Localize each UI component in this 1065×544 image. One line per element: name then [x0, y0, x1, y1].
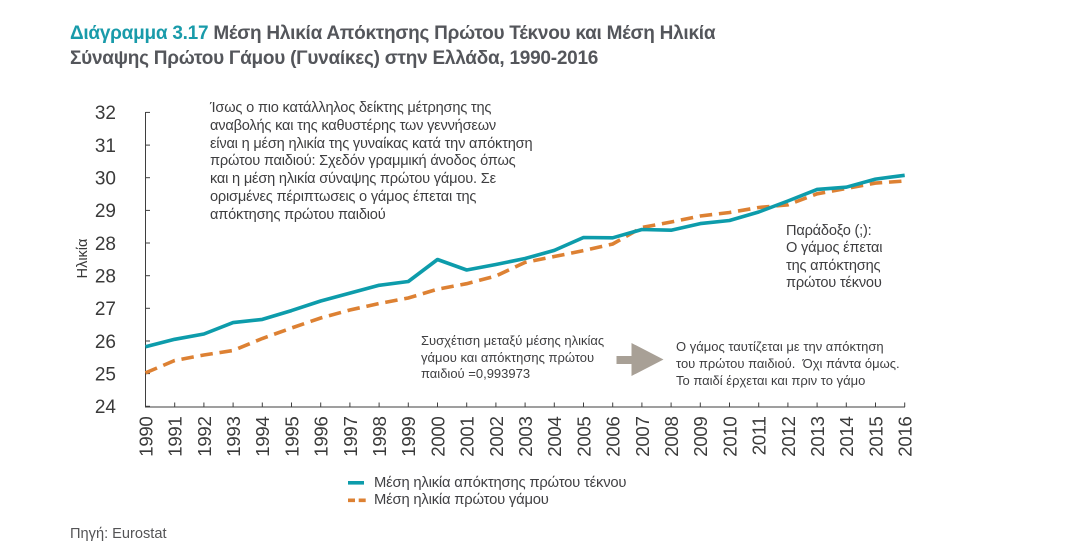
svg-text:1996: 1996 — [311, 417, 332, 457]
svg-text:2004: 2004 — [544, 417, 565, 457]
svg-text:29: 29 — [95, 201, 116, 222]
svg-text:2007: 2007 — [632, 417, 653, 457]
svg-text:1993: 1993 — [223, 417, 244, 457]
svg-text:31: 31 — [95, 136, 116, 157]
svg-text:2005: 2005 — [573, 417, 594, 457]
svg-text:27: 27 — [95, 299, 116, 320]
svg-text:25: 25 — [95, 364, 116, 385]
svg-text:2015: 2015 — [865, 417, 886, 457]
svg-text:2008: 2008 — [661, 417, 682, 457]
svg-text:Ηλικία: Ηλικία — [75, 239, 91, 279]
svg-text:2003: 2003 — [515, 417, 536, 457]
svg-text:2011: 2011 — [749, 417, 770, 456]
svg-text:2012: 2012 — [778, 417, 799, 457]
svg-text:30: 30 — [95, 169, 116, 190]
svg-text:2016: 2016 — [895, 417, 916, 457]
svg-text:28: 28 — [95, 234, 116, 255]
svg-text:1990: 1990 — [135, 417, 156, 457]
svg-text:2010: 2010 — [719, 417, 740, 457]
svg-text:2014: 2014 — [836, 417, 857, 457]
svg-text:2001: 2001 — [457, 416, 478, 456]
svg-text:26: 26 — [95, 332, 116, 353]
svg-text:1997: 1997 — [340, 417, 361, 457]
svg-text:1994: 1994 — [252, 417, 273, 457]
svg-text:1998: 1998 — [369, 417, 390, 457]
svg-text:28: 28 — [95, 267, 116, 288]
svg-text:1999: 1999 — [398, 417, 419, 457]
svg-text:24: 24 — [95, 397, 117, 418]
svg-text:2006: 2006 — [603, 417, 624, 457]
svg-text:2009: 2009 — [690, 417, 711, 457]
svg-text:1992: 1992 — [194, 417, 215, 457]
svg-text:2002: 2002 — [486, 417, 507, 457]
svg-text:32: 32 — [95, 103, 116, 124]
svg-text:2013: 2013 — [807, 417, 828, 457]
svg-text:1991: 1991 — [165, 417, 186, 457]
svg-text:2000: 2000 — [427, 417, 448, 457]
svg-text:1995: 1995 — [281, 417, 302, 457]
